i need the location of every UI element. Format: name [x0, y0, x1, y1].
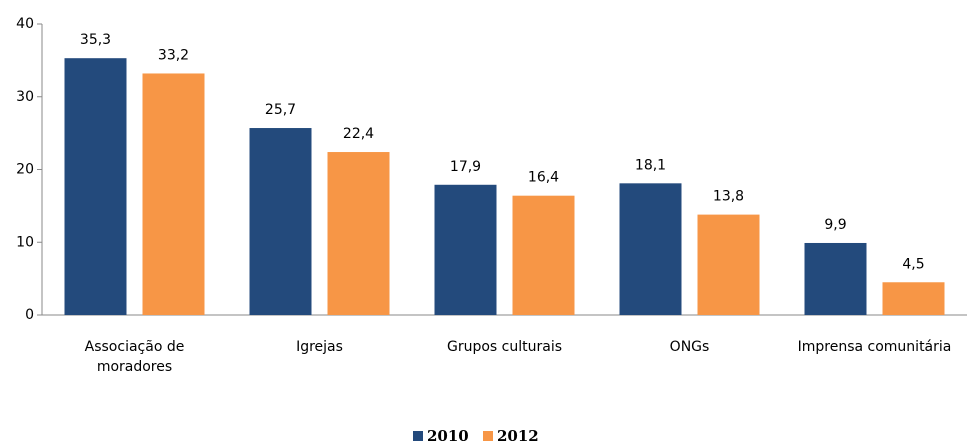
data-label: 16,4 [528, 170, 559, 186]
data-label: 35,3 [80, 32, 111, 48]
x-tick-label: ONGs [669, 339, 710, 355]
data-label: 17,9 [450, 159, 481, 175]
legend-swatch [413, 431, 423, 441]
legend-label: 2012 [497, 427, 539, 444]
y-tick-label: 30 [16, 89, 34, 105]
bar [327, 152, 390, 315]
bar [434, 184, 497, 315]
y-tick-label: 0 [25, 307, 34, 323]
x-tick-label: Imprensa comunitária [797, 339, 952, 355]
bar [619, 183, 682, 315]
legend-label: 2010 [427, 427, 469, 444]
y-tick-label: 10 [16, 234, 34, 250]
bar [882, 282, 945, 315]
y-tick-label: 40 [16, 16, 34, 32]
legend-swatch [483, 431, 493, 441]
data-label: 22,4 [343, 126, 374, 142]
bar [512, 195, 575, 315]
bar [804, 242, 867, 315]
data-label: 13,8 [713, 189, 744, 205]
data-label: 4,5 [902, 256, 924, 272]
data-label: 9,9 [824, 217, 846, 233]
data-label: 33,2 [158, 47, 189, 63]
bar [64, 58, 127, 315]
data-label: 25,7 [265, 102, 296, 118]
x-tick-label: Igrejas [296, 339, 343, 355]
bar [249, 128, 312, 315]
bar [697, 214, 760, 315]
x-tick-label: Associação de moradores [84, 339, 185, 375]
bar [142, 73, 205, 315]
y-tick-label: 20 [16, 162, 34, 178]
data-label: 18,1 [635, 157, 666, 173]
x-tick-label: Grupos culturais [446, 339, 562, 355]
